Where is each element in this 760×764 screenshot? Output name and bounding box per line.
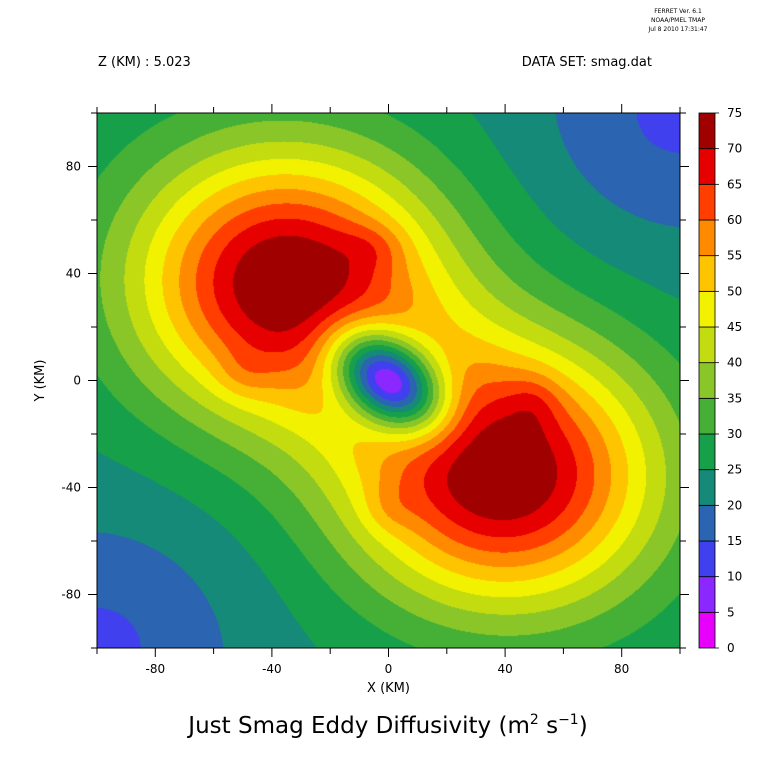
z-level-label: Z (KM) : 5.023 xyxy=(98,55,191,70)
colorbar-swatch xyxy=(698,183,716,221)
colorbar-swatch xyxy=(698,504,716,542)
colorbar-swatch xyxy=(698,362,716,399)
colorbar-label: 20 xyxy=(727,498,742,512)
chart-title-main: Just Smag Eddy Diffusivity (m xyxy=(186,713,530,739)
colorbar-label: 25 xyxy=(727,463,742,477)
software-info-line: Jul 8 2010 17:31:47 xyxy=(648,26,708,33)
colorbar-swatch xyxy=(698,255,716,292)
x-tick-label: 0 xyxy=(385,662,393,676)
dataset-label: DATA SET: smag.dat xyxy=(522,55,652,70)
diffusivity-field xyxy=(97,113,680,648)
y-tick-label: -40 xyxy=(61,481,81,495)
colorbar-swatch xyxy=(698,112,716,150)
colorbar-swatch xyxy=(698,469,716,506)
colorbar-label: 75 xyxy=(727,106,742,120)
x-tick-label: 40 xyxy=(497,662,512,676)
colorbar-label: 0 xyxy=(727,641,735,655)
chart-title-sup: −1 xyxy=(558,712,579,728)
x-axis-label: X (KM) xyxy=(367,681,410,696)
colorbar-label: 30 xyxy=(727,427,742,441)
colorbar-swatch xyxy=(698,433,716,471)
colorbar-swatch xyxy=(698,290,716,328)
y-tick-label: 80 xyxy=(66,160,81,174)
y-tick-label: 0 xyxy=(73,374,81,388)
colorbar-label: 5 xyxy=(727,605,735,619)
colorbar-label: 45 xyxy=(727,320,742,334)
colorbar-swatch xyxy=(698,219,716,257)
x-tick-label: 80 xyxy=(614,662,629,676)
colorbar-swatch xyxy=(698,326,716,364)
chart-title: Just Smag Eddy Diffusivity (m2 s−1) xyxy=(186,712,587,739)
x-tick-label: -80 xyxy=(145,662,165,676)
colorbar-swatch xyxy=(698,540,716,578)
y-axis-label: Y (KM) xyxy=(33,360,48,403)
chart-title-sup: 2 xyxy=(530,712,539,728)
chart-title-end: ) xyxy=(579,713,588,739)
axis-ticks xyxy=(88,104,689,657)
y-tick-label: -80 xyxy=(61,588,81,602)
colorbar-label: 10 xyxy=(727,570,742,584)
colorbar-label: 65 xyxy=(727,177,742,191)
colorbar-swatch xyxy=(698,148,716,185)
colorbar-label: 50 xyxy=(727,284,742,298)
colorbar-swatch xyxy=(698,611,716,649)
x-tick-label: -40 xyxy=(262,662,282,676)
colorbar-label: 40 xyxy=(727,356,742,370)
colorbar-label: 60 xyxy=(727,213,742,227)
chart-title-mid: s xyxy=(539,713,558,739)
colorbar-label: 55 xyxy=(727,249,742,263)
colorbar-swatch xyxy=(698,576,716,613)
plot-area xyxy=(96,112,681,649)
colorbar-label: 35 xyxy=(727,391,742,405)
y-tick-label: 40 xyxy=(66,267,81,281)
colorbar-swatch xyxy=(698,397,716,435)
colorbar: 0 5 10 15 20 25 30 35 40 45 50 55 60 65 70 75 xyxy=(698,106,742,655)
colorbar-label: 15 xyxy=(727,534,742,548)
axis-tick-labels: -80 -40 0 40 80 -80 -40 0 40 80 xyxy=(61,160,629,677)
software-info-line: NOAA/PMEL TMAP xyxy=(651,17,705,24)
colorbar-label: 70 xyxy=(727,142,742,156)
software-info-line: FERRET Ver. 6.1 xyxy=(654,8,702,15)
